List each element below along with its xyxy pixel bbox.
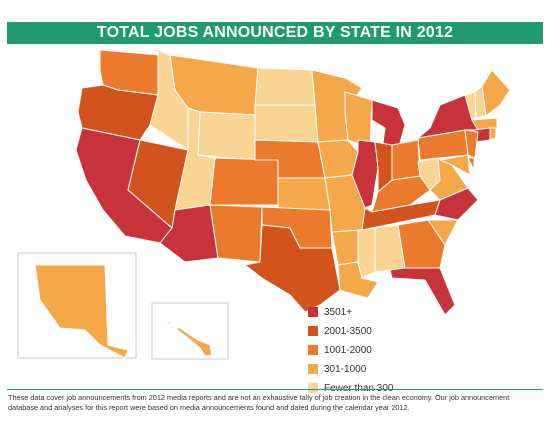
- hawaii-inset-frame: [151, 302, 229, 360]
- state-georgia: [397, 219, 446, 269]
- legend-item: 2001-3500: [308, 323, 394, 339]
- state-florida: [389, 267, 456, 316]
- legend-label: 1001-2000: [324, 344, 372, 356]
- legend-swatch: [308, 345, 318, 355]
- divider: [7, 389, 543, 390]
- state-alaska: [34, 264, 129, 359]
- state-massachusetts: [471, 117, 498, 131]
- state-delaware: [467, 157, 475, 171]
- us-map: [17, 49, 511, 360]
- legend-item: 301-1000: [308, 361, 394, 377]
- state-north-dakota: [254, 67, 316, 106]
- map-title: TOTAL JOBS ANNOUNCED BY STATE IN 2012: [96, 24, 454, 41]
- alaska-inset-frame: [17, 252, 137, 359]
- state-new-jersey: [464, 129, 479, 159]
- legend: 3501+ 2001-3500 1001-2000 301-1000 Fewer tha…: [308, 304, 394, 399]
- state-iowa: [317, 139, 359, 179]
- state-south-dakota: [254, 104, 319, 143]
- state-maryland: [439, 154, 471, 176]
- legend-item: 3501+: [308, 304, 394, 320]
- legend-swatch: [308, 307, 318, 317]
- legend-label: Fewer than 300: [324, 382, 394, 394]
- legend-swatch: [308, 326, 318, 336]
- state-ohio: [391, 139, 421, 181]
- state-hawaii: [161, 317, 213, 357]
- legend-label: 3501+: [324, 306, 353, 318]
- legend-label: 2001-3500: [324, 325, 372, 337]
- state-mississippi: [357, 227, 376, 279]
- state-rhode-island: [489, 127, 497, 141]
- legend-label: 301-1000: [324, 363, 367, 375]
- legend-swatch: [308, 383, 318, 393]
- title-bar: TOTAL JOBS ANNOUNCED BY STATE IN 2012: [7, 22, 543, 44]
- state-north-carolina: [434, 187, 479, 221]
- legend-swatch: [308, 364, 318, 374]
- legend-item: 1001-2000: [308, 342, 394, 358]
- legend-item: Fewer than 300: [308, 380, 394, 396]
- state-wyoming: [197, 111, 256, 161]
- footnote: These data cover job announcements from …: [8, 393, 510, 412]
- state-kansas: [277, 177, 331, 211]
- state-maine: [481, 69, 511, 117]
- state-new-mexico: [209, 204, 263, 263]
- state-colorado: [209, 157, 279, 206]
